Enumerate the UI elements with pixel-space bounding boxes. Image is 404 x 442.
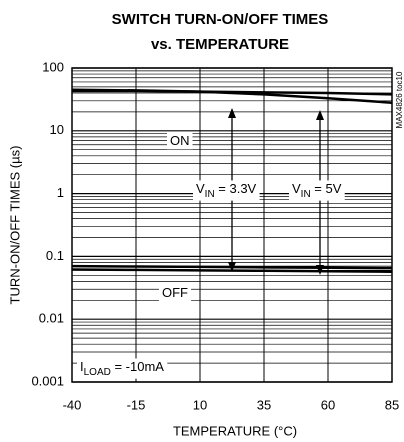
side-note: MAX4826 toc10 <box>395 71 404 128</box>
annotation: ON <box>167 132 193 150</box>
arrow-head <box>228 108 236 118</box>
arrow-head <box>228 262 236 272</box>
annotation-bg <box>167 132 193 150</box>
annotation-part: OFF <box>162 285 188 300</box>
y-tick-label: 100 <box>42 59 64 74</box>
x-tick-label: -15 <box>127 397 146 412</box>
annotation-text: OFF <box>162 285 188 300</box>
annotation-bg <box>193 180 260 201</box>
annotation-part: = 5V <box>311 181 342 196</box>
data-line <box>72 89 393 96</box>
annotation-part: V <box>196 181 205 196</box>
annotation-subscript: LOAD <box>84 367 111 378</box>
annotation: VIN = 5V <box>289 180 345 201</box>
annotation-part: V <box>292 181 301 196</box>
annotation-text: ILOAD = -10mA <box>80 359 164 377</box>
arrow-head <box>316 265 324 275</box>
annotation: VIN = 3.3V <box>193 180 260 201</box>
annotation: ILOAD = -10mA <box>77 358 168 379</box>
annotation-text: VIN = 5V <box>292 181 342 199</box>
x-tick-label: 85 <box>385 397 399 412</box>
annotation-part: = -10mA <box>111 359 164 374</box>
y-tick-label: 1 <box>57 185 64 200</box>
y-axis-label: TURN-ON/OFF TIMES (µs) <box>7 146 22 305</box>
y-tick-label: 0.01 <box>39 311 64 326</box>
annotation-part: I <box>80 359 84 374</box>
annotation-part: = 3.3V <box>215 181 257 196</box>
x-tick-label: 60 <box>321 397 335 412</box>
annotation-part: ON <box>170 133 190 148</box>
y-tick-label: 0.001 <box>31 373 64 388</box>
annotation-bg <box>289 180 345 201</box>
annotation: OFF <box>159 284 192 302</box>
annotation-text: ON <box>170 133 190 148</box>
annotation-subscript: IN <box>301 189 311 200</box>
arrow-head <box>316 110 324 120</box>
x-axis-label: TEMPERATURE (°C) <box>173 423 297 438</box>
x-tick-label: 10 <box>193 397 207 412</box>
annotation-subscript: IN <box>205 189 215 200</box>
x-tick-label: -40 <box>63 397 82 412</box>
x-tick-label: 35 <box>257 397 271 412</box>
annotation-text: VIN = 3.3V <box>196 181 257 199</box>
y-tick-label: 10 <box>50 122 64 137</box>
chart-title: SWITCH TURN-ON/OFF TIMES <box>112 11 329 28</box>
annotation-bg <box>77 358 168 379</box>
plot-frame <box>71 67 393 383</box>
chart-title: vs. TEMPERATURE <box>151 36 289 53</box>
annotation-bg <box>159 284 192 302</box>
y-tick-label: 0.1 <box>46 248 64 263</box>
